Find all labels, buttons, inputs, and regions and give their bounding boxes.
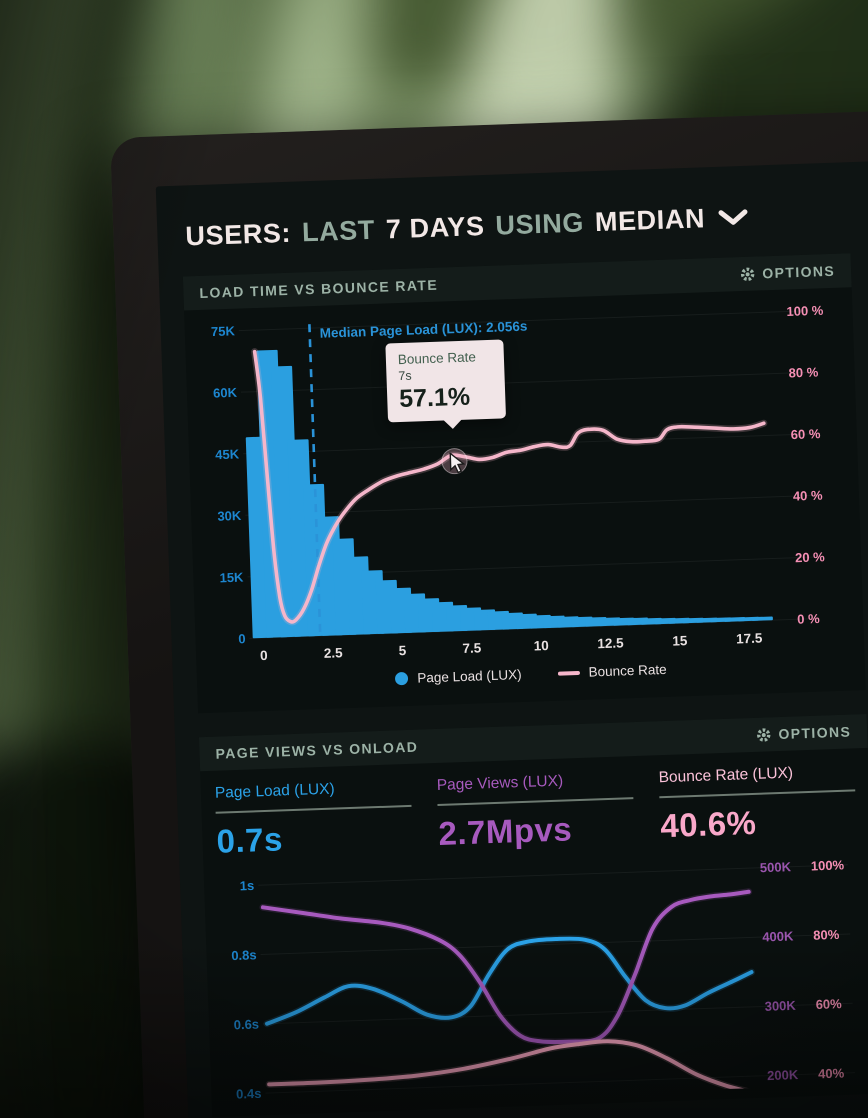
metric-page-views-value: 2.7Mpvs <box>437 810 573 852</box>
tooltip-series-name: Bounce Rate <box>397 349 477 368</box>
svg-text:30K: 30K <box>217 508 242 524</box>
svg-text:20 %: 20 % <box>795 549 826 565</box>
panel1-options-label: OPTIONS <box>762 262 836 282</box>
svg-text:60K: 60K <box>213 385 238 401</box>
legend-dash-marker <box>557 670 580 676</box>
title-part-users: USERS: <box>184 217 292 252</box>
svg-text:500K: 500K <box>760 859 792 875</box>
svg-text:60%: 60% <box>815 996 842 1012</box>
svg-text:400K: 400K <box>762 928 794 944</box>
svg-text:10: 10 <box>533 638 549 654</box>
title-part-median: MEDIAN <box>594 203 706 238</box>
bounce-rate-lux--line <box>267 1039 758 1096</box>
dashboard-screen: USERS: LAST 7 DAYS USING MEDIAN LOAD TIM… <box>155 158 868 1118</box>
svg-text:15: 15 <box>672 633 688 649</box>
page-load-lux--line <box>265 936 754 1026</box>
svg-text:60 %: 60 % <box>791 426 822 442</box>
metric-bounce-rate-value: 40.6% <box>659 803 758 845</box>
legend-item-page-load[interactable]: Page Load (LUX) <box>395 667 522 686</box>
svg-text:100 %: 100 % <box>786 303 824 319</box>
svg-text:0: 0 <box>260 648 268 663</box>
svg-text:0 %: 0 % <box>797 611 820 627</box>
panel2-options-button[interactable]: OPTIONS <box>756 724 851 743</box>
svg-text:45K: 45K <box>215 446 240 462</box>
legend-item-bounce-rate[interactable]: Bounce Rate <box>557 662 667 681</box>
svg-text:100%: 100% <box>811 857 845 873</box>
panel1-body: 75K 60K 45K 30K 15K 0 100 % 80 % 60 % 40 % 20 % 0 %… <box>184 287 866 713</box>
panel2-title: PAGE VIEWS VS ONLOAD <box>215 738 419 762</box>
gear-icon <box>740 266 756 282</box>
bounce-rate-line <box>252 349 766 624</box>
tooltip-x-value: 7s <box>398 368 412 384</box>
panel1-title: LOAD TIME VS BOUNCE RATE <box>199 276 439 301</box>
metric-page-load-value: 0.7s <box>215 820 284 860</box>
panel2-options-label: OPTIONS <box>778 723 852 743</box>
panel2-header: PAGE VIEWS VS ONLOAD OPTIONS <box>198 713 868 772</box>
svg-text:15K: 15K <box>219 569 244 585</box>
svg-text:0.8s: 0.8s <box>231 947 257 963</box>
title-part-7days: 7 DAYS <box>385 210 486 245</box>
svg-text:0: 0 <box>238 631 246 646</box>
metric-bounce-rate: Bounce Rate (LUX) 40.6% <box>658 762 857 845</box>
panel-page-views-vs-onload: PAGE VIEWS VS ONLOAD OPTIONS Page Load (… <box>198 713 868 1118</box>
metric-page-load-label: Page Load (LUX) <box>214 777 412 814</box>
svg-text:75K: 75K <box>211 323 236 339</box>
metric-page-views: Page Views (LUX) 2.7Mpvs <box>436 770 635 853</box>
page-views-lux--line <box>260 889 751 1044</box>
gear-icon <box>756 727 772 743</box>
svg-text:40%: 40% <box>818 1065 845 1081</box>
title-part-last: LAST <box>301 214 376 248</box>
svg-text:17.5: 17.5 <box>736 631 763 647</box>
chart1-wrap: 75K 60K 45K 30K 15K 0 100 % 80 % 60 % 40 % 20 % 0 %… <box>196 296 848 674</box>
panel1-header: LOAD TIME VS BOUNCE RATE OPTIONS <box>182 253 852 311</box>
svg-text:0.4s: 0.4s <box>236 1086 262 1102</box>
panel1-options-button[interactable]: OPTIONS <box>740 263 835 282</box>
bounce-rate-lux--glow <box>265 1037 760 1097</box>
panel2-body: 1s 500K 100% 0.8s 400K 80% 0.6s 300K 60% 0.4s 200K… <box>204 844 868 1117</box>
panel-load-time-vs-bounce-rate: LOAD TIME VS BOUNCE RATE OPTIONS 75K 60K 4… <box>182 253 866 714</box>
metric-page-views-label: Page Views (LUX) <box>436 770 634 806</box>
legend-page-load-label: Page Load (LUX) <box>417 666 522 686</box>
svg-text:12.5: 12.5 <box>597 635 624 651</box>
svg-text:300K: 300K <box>764 998 796 1014</box>
laptop-bezel: USERS: LAST 7 DAYS USING MEDIAN LOAD TIM… <box>110 108 868 1118</box>
gridlines <box>258 864 856 1094</box>
svg-text:1s: 1s <box>239 878 254 893</box>
metric-bounce-rate-label: Bounce Rate (LUX) <box>658 762 856 799</box>
tooltip-value: 57.1% <box>398 382 471 414</box>
page-load-bars <box>245 349 773 639</box>
cursor-icon <box>449 451 466 474</box>
svg-text:5: 5 <box>399 643 408 658</box>
chart-tooltip: Bounce Rate 7s 57.1% <box>385 339 506 430</box>
svg-text:7.5: 7.5 <box>462 640 482 656</box>
page-views-vs-onload-chart[interactable]: 1s 500K 100% 0.8s 400K 80% 0.6s 300K 60% 0.4s 200K… <box>216 852 864 1106</box>
svg-text:80 %: 80 % <box>788 365 819 381</box>
chevron-down-icon[interactable] <box>718 209 749 227</box>
metric-page-load: Page Load (LUX) 0.7s <box>214 777 414 861</box>
svg-text:0.6s: 0.6s <box>233 1017 259 1033</box>
axis-labels: 75K 60K 45K 30K 15K 0 100 % 80 % 60 % 40 % 20 % 0 %… <box>211 303 826 663</box>
svg-text:200K: 200K <box>767 1067 799 1083</box>
median-page-load-marker: Median Page Load (LUX): 2.056s <box>308 319 528 637</box>
dashboard-title: USERS: LAST 7 DAYS USING MEDIAN <box>181 182 868 276</box>
svg-text:40 %: 40 % <box>793 488 824 504</box>
page-load-lux--glow <box>263 935 756 1028</box>
title-part-using: USING <box>494 207 585 241</box>
axis-labels: 1s 500K 100% 0.8s 400K 80% 0.6s 300K 60% 0.4s 200K… <box>231 857 845 1102</box>
load-time-vs-bounce-rate-chart[interactable]: 75K 60K 45K 30K 15K 0 100 % 80 % 60 % 40 % 20 % 0 %… <box>196 296 848 674</box>
svg-text:2.5: 2.5 <box>324 645 344 661</box>
legend-dot-marker <box>395 671 409 686</box>
legend-bounce-rate-label: Bounce Rate <box>588 661 667 680</box>
svg-text:Median Page Load (LUX): 2.056s: Median Page Load (LUX): 2.056s <box>319 319 527 341</box>
svg-text:80%: 80% <box>813 927 840 943</box>
